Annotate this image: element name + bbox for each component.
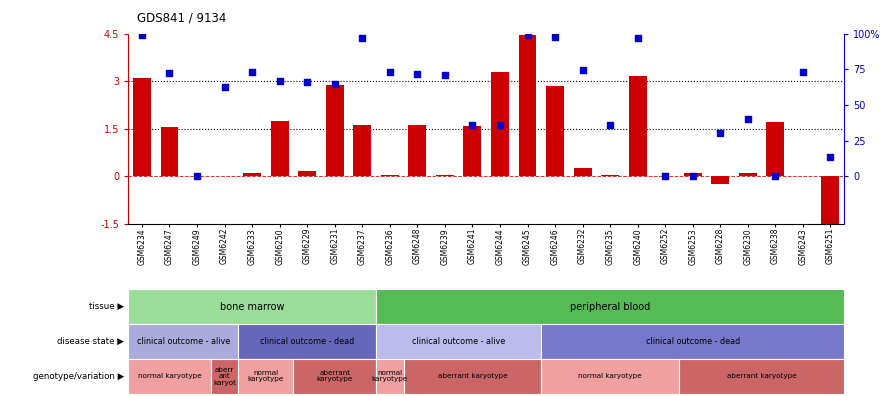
Bar [574,168,591,176]
Bar [293,359,376,394]
Bar [491,72,509,176]
Point [438,72,452,78]
Bar [519,35,537,176]
Bar [381,175,399,176]
Point [217,84,232,90]
Point [575,67,590,73]
Bar [679,359,844,394]
Point [355,35,370,42]
Bar [128,359,210,394]
Bar [376,359,404,394]
Point [768,173,782,179]
Text: normal
karyotype: normal karyotype [371,370,408,383]
Text: disease state ▶: disease state ▶ [57,337,124,346]
Text: aberrant
karyotype: aberrant karyotype [316,370,353,383]
Bar [161,127,179,176]
Bar [408,125,426,176]
Bar [546,86,564,176]
Text: GDS841 / 9134: GDS841 / 9134 [137,12,226,25]
Bar [629,76,646,176]
Bar [739,173,757,176]
Bar [128,289,376,324]
Point [686,173,700,179]
Point [383,69,397,75]
Point [245,69,259,75]
Text: clinical outcome - alive: clinical outcome - alive [412,337,506,346]
Point [272,78,286,84]
Text: normal
karyotype: normal karyotype [248,370,284,383]
Bar [298,171,316,176]
Point [659,173,673,179]
Point [741,115,755,122]
Text: bone marrow: bone marrow [220,301,285,312]
Bar [133,78,151,176]
Bar [376,289,844,324]
Bar [128,324,239,359]
Bar [243,173,261,176]
Bar [326,85,344,176]
Text: clinical outcome - dead: clinical outcome - dead [645,337,740,346]
Point [465,122,479,128]
Text: tissue ▶: tissue ▶ [88,302,124,311]
Text: normal karyotype: normal karyotype [578,373,642,379]
Bar [239,324,376,359]
Bar [239,359,293,394]
Bar [541,324,844,359]
Bar [712,176,729,184]
Bar [463,126,482,176]
Point [823,153,837,160]
Bar [271,121,288,176]
Text: aberrant karyotype: aberrant karyotype [438,373,507,379]
Point [713,130,728,137]
Text: clinical outcome - dead: clinical outcome - dead [260,337,354,346]
Text: clinical outcome - alive: clinical outcome - alive [137,337,230,346]
Point [493,122,507,128]
Bar [541,359,679,394]
Point [135,32,149,38]
Bar [601,175,619,176]
Point [548,34,562,41]
Text: genotype/variation ▶: genotype/variation ▶ [33,372,124,381]
Text: normal karyotype: normal karyotype [138,373,202,379]
Bar [684,173,702,176]
Point [163,70,177,76]
Text: aberrant karyotype: aberrant karyotype [727,373,796,379]
Bar [210,359,239,394]
Bar [766,122,784,176]
Bar [376,324,541,359]
Text: aberr
ant
karyot: aberr ant karyot [213,367,236,386]
Bar [354,125,371,176]
Point [630,35,644,42]
Bar [821,176,840,225]
Point [521,32,535,38]
Point [301,79,315,85]
Point [410,71,424,77]
Text: peripheral blood: peripheral blood [570,301,651,312]
Bar [436,175,453,176]
Bar [404,359,541,394]
Point [190,173,204,179]
Point [796,69,810,75]
Point [328,81,342,88]
Point [603,122,617,128]
